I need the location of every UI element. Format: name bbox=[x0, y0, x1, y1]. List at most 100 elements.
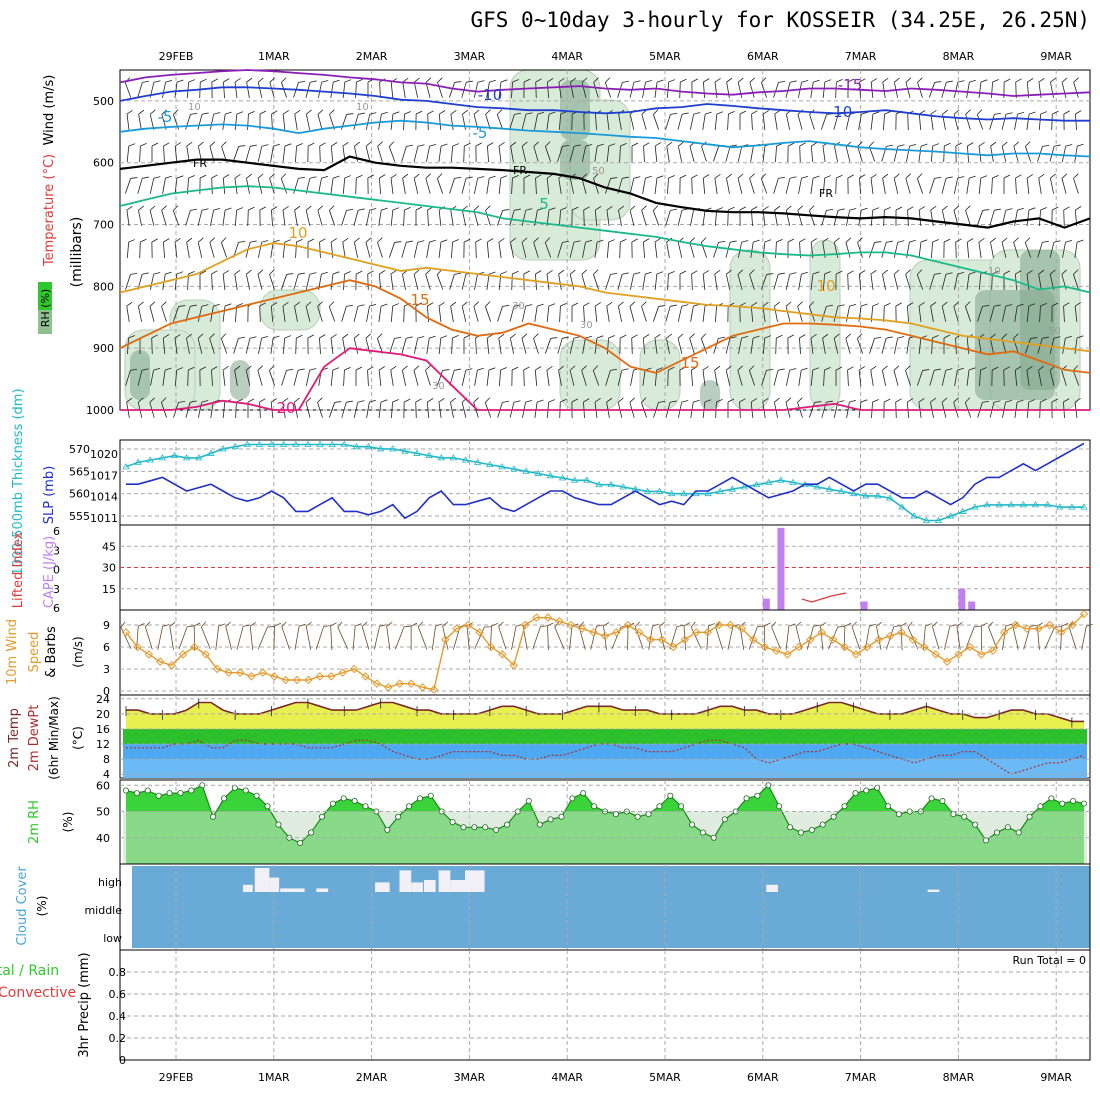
wind-barb bbox=[341, 400, 353, 418]
rh-point bbox=[220, 795, 227, 802]
wind-barb bbox=[534, 399, 544, 418]
temp-fill bbox=[126, 702, 1084, 729]
thickness-point bbox=[607, 480, 615, 488]
wind-barb bbox=[498, 333, 505, 354]
wind-barb bbox=[162, 367, 172, 386]
wind10m-barb bbox=[410, 622, 418, 650]
wind-barb bbox=[174, 142, 182, 162]
wind-barb bbox=[785, 205, 792, 226]
wind-barb bbox=[1061, 144, 1073, 162]
thickness-line bbox=[125, 443, 1084, 522]
wind-barb bbox=[413, 173, 420, 194]
temp-axis-label-b: 2m DewPt bbox=[27, 705, 42, 772]
thickness-point bbox=[389, 445, 397, 452]
wind-barb bbox=[773, 368, 785, 386]
wind-barb bbox=[367, 270, 374, 291]
wind-barb bbox=[918, 143, 928, 162]
wind-barb bbox=[845, 333, 852, 354]
wind10m-barb bbox=[236, 624, 250, 650]
wind-barb bbox=[1038, 173, 1045, 194]
wind-barb bbox=[714, 111, 724, 130]
wind-barb bbox=[438, 335, 448, 354]
precip-label-convective: Convective bbox=[0, 985, 76, 1001]
wind10m-point bbox=[133, 642, 142, 652]
wind-barb bbox=[787, 334, 794, 355]
wind-barb bbox=[535, 78, 542, 99]
wind10m-point bbox=[406, 679, 416, 688]
wind-barb bbox=[126, 205, 133, 226]
wind10m-barb bbox=[169, 621, 176, 650]
wind-barb bbox=[186, 333, 193, 354]
wind-barb bbox=[691, 78, 698, 99]
wind-barb bbox=[125, 272, 138, 290]
wind-barb bbox=[1051, 110, 1059, 131]
date-label-bottom: 5MAR bbox=[649, 1071, 681, 1084]
precip-label-rain: Total / Rain bbox=[0, 963, 59, 979]
thickness-point bbox=[292, 440, 300, 447]
thickness-point bbox=[740, 483, 749, 490]
isotherm-label: 20 bbox=[276, 399, 295, 417]
wind-barb bbox=[1074, 398, 1081, 418]
wind-barb bbox=[822, 141, 829, 162]
rh-shade-dark bbox=[560, 80, 590, 140]
wind10m-point bbox=[509, 661, 519, 670]
wind-barb bbox=[415, 206, 423, 226]
wind-barb bbox=[893, 144, 905, 162]
wind10m-point bbox=[361, 672, 370, 681]
wind10m-barb bbox=[634, 621, 644, 650]
cloud-high-block bbox=[411, 882, 423, 892]
wind-barb bbox=[546, 303, 556, 322]
wind-barb bbox=[150, 367, 161, 386]
date-label-top: 3MAR bbox=[454, 50, 486, 63]
wind10m-tick: 3 bbox=[103, 663, 110, 676]
wind-barb bbox=[1051, 302, 1059, 322]
wind-barb bbox=[544, 237, 552, 258]
wind10m-barb bbox=[603, 622, 610, 650]
wind-barb bbox=[1001, 237, 1008, 258]
rh-point bbox=[155, 792, 162, 799]
wind-barb bbox=[307, 238, 315, 258]
wind10m-barb bbox=[1044, 626, 1062, 650]
chart-title: GFS 0~10day 3-hourly for KOSSEIR (34.25E… bbox=[470, 8, 1090, 32]
wind-barb bbox=[330, 175, 340, 194]
wind10m-point bbox=[486, 642, 496, 652]
wind-barb bbox=[929, 272, 942, 290]
wind-barb bbox=[270, 143, 280, 162]
rh-point bbox=[427, 792, 434, 799]
wind-barb bbox=[295, 334, 303, 355]
wind-barb bbox=[1014, 111, 1025, 130]
wind-barb bbox=[174, 333, 181, 354]
wind-barb bbox=[893, 269, 900, 290]
wind-barb bbox=[365, 237, 372, 258]
wind-barb bbox=[689, 112, 701, 130]
wind-barb bbox=[475, 238, 482, 259]
wind-barb bbox=[751, 206, 758, 227]
wind-barb bbox=[870, 365, 877, 386]
wind-barb bbox=[461, 301, 468, 322]
wind-barb bbox=[868, 141, 876, 162]
wind-barb bbox=[281, 368, 294, 386]
wind-barb bbox=[737, 365, 744, 386]
wind-barb bbox=[835, 366, 843, 386]
wind-barb bbox=[377, 237, 383, 258]
wind-barb bbox=[546, 365, 553, 386]
wind-barb bbox=[643, 142, 650, 163]
wind-barb bbox=[559, 207, 567, 227]
thickness-tick: 555 bbox=[69, 510, 90, 523]
thickness-point bbox=[898, 503, 906, 510]
wind-barb bbox=[533, 141, 540, 162]
wind-barb bbox=[882, 269, 889, 290]
wind-barb bbox=[473, 80, 485, 98]
thickness-point bbox=[122, 463, 130, 470]
wind-barb bbox=[690, 303, 700, 322]
wind-barb bbox=[606, 239, 616, 259]
wind-barb bbox=[546, 174, 554, 194]
wind-barb bbox=[258, 335, 269, 354]
wind10m-point bbox=[212, 664, 222, 674]
wind-barb bbox=[870, 78, 878, 98]
thickness-point bbox=[716, 487, 724, 494]
wind-barb bbox=[1003, 366, 1010, 387]
wind10m-point bbox=[691, 628, 701, 637]
wind-barb bbox=[617, 368, 629, 386]
rh-point bbox=[787, 824, 794, 831]
